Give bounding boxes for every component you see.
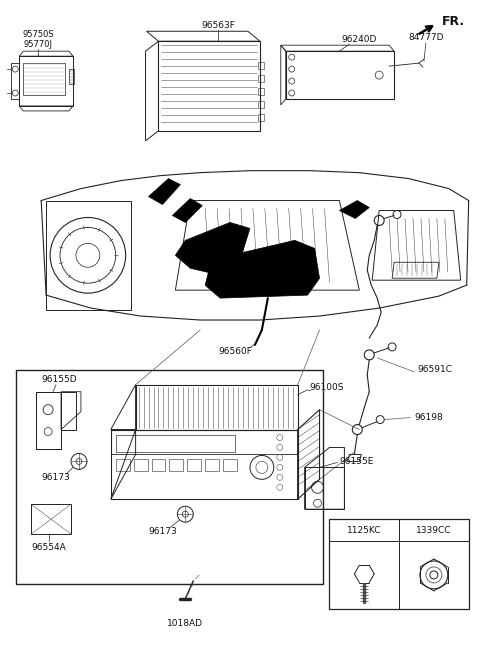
Text: 96173: 96173 bbox=[42, 473, 71, 482]
Polygon shape bbox=[205, 240, 320, 298]
Bar bbox=[116, 459, 130, 471]
Text: 96173: 96173 bbox=[148, 526, 177, 535]
Text: 96155E: 96155E bbox=[339, 457, 374, 466]
Bar bbox=[31, 504, 71, 534]
Bar bbox=[187, 459, 201, 471]
Text: 84777D: 84777D bbox=[408, 32, 444, 42]
Text: 96563F: 96563F bbox=[201, 21, 235, 30]
Bar bbox=[258, 114, 264, 121]
Text: 95750S
95770J: 95750S 95770J bbox=[23, 29, 54, 49]
Bar bbox=[205, 459, 219, 471]
Polygon shape bbox=[148, 178, 180, 204]
Bar bbox=[258, 75, 264, 82]
Bar bbox=[152, 459, 166, 471]
Bar bbox=[16, 370, 323, 584]
Text: 1125KC: 1125KC bbox=[347, 526, 382, 535]
Text: 96591C: 96591C bbox=[417, 365, 452, 374]
Text: 1339CC: 1339CC bbox=[416, 526, 452, 535]
Text: 96560F: 96560F bbox=[218, 347, 252, 356]
Bar bbox=[258, 62, 264, 69]
Bar bbox=[23, 63, 65, 95]
Polygon shape bbox=[339, 201, 369, 219]
Bar bbox=[169, 459, 183, 471]
Bar bbox=[329, 519, 468, 609]
Text: 96240D: 96240D bbox=[342, 35, 377, 43]
Bar bbox=[223, 459, 237, 471]
Bar bbox=[258, 88, 264, 95]
Text: FR.: FR. bbox=[442, 15, 465, 28]
Text: 96155D: 96155D bbox=[41, 375, 77, 384]
Text: 1018AD: 1018AD bbox=[168, 619, 204, 628]
Polygon shape bbox=[175, 223, 250, 275]
Bar bbox=[305, 467, 344, 509]
Bar bbox=[258, 101, 264, 108]
Bar bbox=[69, 69, 74, 84]
Bar bbox=[133, 459, 147, 471]
Text: 96554A: 96554A bbox=[32, 543, 67, 552]
Bar bbox=[116, 435, 235, 452]
Polygon shape bbox=[172, 199, 202, 223]
Text: 96100S: 96100S bbox=[310, 383, 344, 392]
Text: 96198: 96198 bbox=[414, 413, 443, 422]
